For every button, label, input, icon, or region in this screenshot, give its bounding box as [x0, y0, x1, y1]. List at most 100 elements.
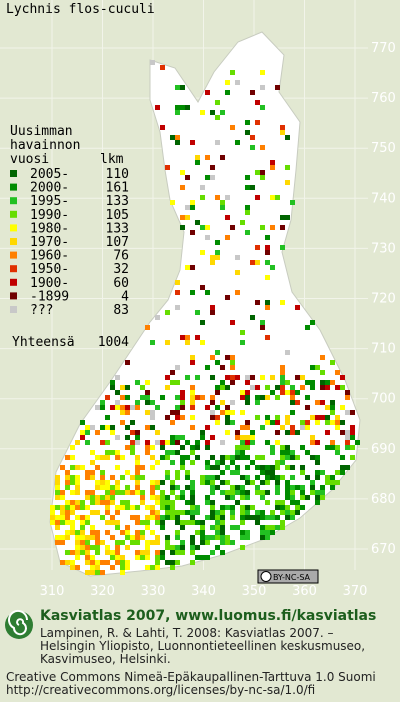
square [215, 475, 220, 480]
square [175, 560, 180, 565]
map-title: Lychnis flos-cuculi [6, 2, 155, 17]
square [345, 435, 350, 440]
square [270, 445, 275, 450]
square [220, 380, 225, 385]
square [205, 495, 210, 500]
square [135, 535, 140, 540]
square [200, 525, 205, 530]
square [160, 490, 165, 495]
square [275, 480, 280, 485]
square [65, 505, 70, 510]
square [75, 540, 80, 545]
square [305, 395, 310, 400]
square [160, 550, 165, 555]
square [195, 310, 200, 315]
square [170, 460, 175, 465]
square [280, 245, 285, 250]
square [285, 390, 290, 395]
square [120, 405, 125, 410]
square [100, 495, 105, 500]
square [280, 445, 285, 450]
square [165, 540, 170, 545]
square [100, 570, 105, 575]
square [270, 515, 275, 520]
square [220, 205, 225, 210]
square [220, 520, 225, 525]
square [345, 430, 350, 435]
square [120, 505, 125, 510]
square [165, 340, 170, 345]
square [265, 275, 270, 280]
square [240, 435, 245, 440]
x-label: 350 [242, 584, 267, 599]
square [220, 540, 225, 545]
square [155, 440, 160, 445]
square [270, 465, 275, 470]
square [170, 545, 175, 550]
square [190, 405, 195, 410]
square [245, 380, 250, 385]
square [270, 160, 275, 165]
square [60, 535, 65, 540]
square [170, 440, 175, 445]
square [230, 400, 235, 405]
square [110, 475, 115, 480]
square [290, 455, 295, 460]
square [220, 490, 225, 495]
square [210, 550, 215, 555]
square [155, 405, 160, 410]
legend-label: 1970- [30, 235, 69, 250]
square [110, 485, 115, 490]
square [285, 415, 290, 420]
square [55, 490, 60, 495]
square [270, 525, 275, 530]
y-label: 680 [371, 492, 396, 507]
square [130, 445, 135, 450]
square [190, 500, 195, 505]
square [275, 485, 280, 490]
square [190, 460, 195, 465]
square [195, 455, 200, 460]
square [160, 440, 165, 445]
square [260, 85, 265, 90]
square [105, 425, 110, 430]
square [210, 255, 215, 260]
square [135, 530, 140, 535]
square [240, 490, 245, 495]
square [140, 530, 145, 535]
square [125, 445, 130, 450]
square [60, 495, 65, 500]
square [175, 380, 180, 385]
square [280, 460, 285, 465]
square [180, 185, 185, 190]
square [250, 260, 255, 265]
square [205, 235, 210, 240]
square [125, 500, 130, 505]
square [145, 555, 150, 560]
square [160, 515, 165, 520]
square [120, 565, 125, 570]
square [340, 405, 345, 410]
square [210, 490, 215, 495]
square [225, 420, 230, 425]
square [195, 395, 200, 400]
square [260, 425, 265, 430]
square [65, 550, 70, 555]
square [210, 110, 215, 115]
square [350, 435, 355, 440]
legend-count: 4 [121, 289, 129, 304]
square [120, 410, 125, 415]
square [250, 460, 255, 465]
square [285, 445, 290, 450]
square [210, 165, 215, 170]
square [105, 415, 110, 420]
square [335, 420, 340, 425]
square [180, 445, 185, 450]
square [115, 510, 120, 515]
square [200, 195, 205, 200]
square [240, 505, 245, 510]
square [80, 420, 85, 425]
square [260, 525, 265, 530]
square [275, 465, 280, 470]
square [175, 530, 180, 535]
